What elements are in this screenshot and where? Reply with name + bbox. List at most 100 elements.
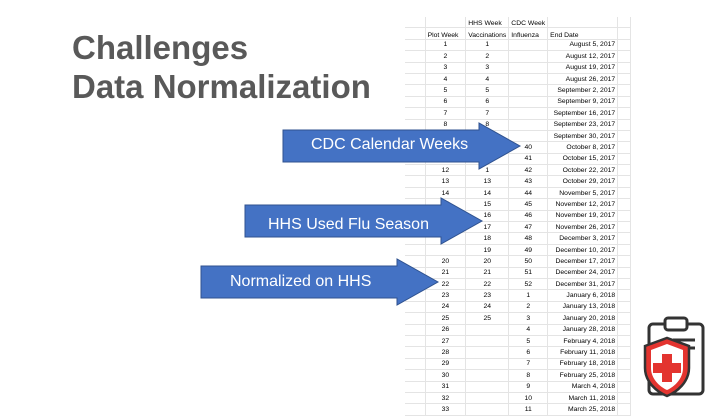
cell-end-date: January 6, 2018 xyxy=(547,289,619,302)
cell-cdc-week: 47 xyxy=(508,221,549,234)
cell-cdc-week: 2 xyxy=(508,301,549,314)
cell-end-date: November 12, 2017 xyxy=(547,198,619,211)
cell-cdc-week: 9 xyxy=(508,381,549,393)
cell-hhs-week: 16 xyxy=(465,210,510,223)
table-row: 28 6 February 11, 2018 xyxy=(405,346,631,359)
row-spacer xyxy=(617,346,631,359)
row-spacer xyxy=(405,175,426,188)
row-spacer xyxy=(617,289,631,302)
callout-arrow-normalized xyxy=(200,258,440,306)
cell-hhs-week xyxy=(465,392,510,405)
row-spacer xyxy=(617,73,631,86)
row-spacer xyxy=(405,84,426,97)
table-row: 3 3 August 19, 2017 xyxy=(405,62,631,74)
callout-label-normalized: Normalized on HHS xyxy=(230,273,372,290)
cell-plot-week: 14 xyxy=(425,187,467,200)
row-spacer xyxy=(617,119,631,131)
callout-arrow-cdc xyxy=(282,122,522,170)
row-spacer xyxy=(617,232,631,245)
table-row: 6 6 September 9, 2017 xyxy=(405,96,631,109)
row-spacer xyxy=(405,301,426,314)
cell-end-date: December 31, 2017 xyxy=(547,278,619,291)
row-spacer xyxy=(617,153,631,166)
cell-plot-week: 32 xyxy=(425,392,467,405)
cell-hhs-week: 7 xyxy=(465,107,510,120)
row-spacer xyxy=(617,187,631,200)
table-row: 25 25 3 January 20, 2018 xyxy=(405,312,631,325)
row-spacer xyxy=(405,164,426,177)
cell-end-date: September 23, 2017 xyxy=(547,119,619,131)
cell-end-date: February 18, 2018 xyxy=(547,358,619,371)
cell-hhs-week: 1 xyxy=(465,164,510,177)
table-row: 31 9 March 4, 2018 xyxy=(405,381,631,393)
cell-cdc-week: 45 xyxy=(508,198,549,211)
cell-end-date: September 16, 2017 xyxy=(547,107,619,120)
table-row: 23 23 1 January 6, 2018 xyxy=(405,289,631,302)
cell-end-date: November 19, 2017 xyxy=(547,210,619,223)
cell-cdc-week: 8 xyxy=(508,369,549,382)
cell-hhs-week: 17 xyxy=(465,221,510,234)
cell-end-date: August 19, 2017 xyxy=(547,62,619,74)
cell-cdc-week: 48 xyxy=(508,232,549,245)
cell-hhs-week: 5 xyxy=(465,84,510,97)
row-spacer xyxy=(405,358,426,371)
table-row: 19 49 December 10, 2017 xyxy=(405,244,631,257)
cell-cdc-week: 51 xyxy=(508,267,549,280)
cell-plot-week: 2 xyxy=(425,50,467,63)
table-row: 20 20 50 December 17, 2017 xyxy=(405,255,631,268)
cell-cdc-week: 46 xyxy=(508,210,549,223)
row-spacer xyxy=(405,62,426,74)
table-row: 1 1 August 5, 2017 xyxy=(405,39,631,52)
cell-cdc-week: 50 xyxy=(508,255,549,268)
row-spacer xyxy=(405,346,426,359)
cell-hhs-week: 4 xyxy=(465,73,510,86)
row-spacer xyxy=(617,324,631,336)
row-spacer xyxy=(405,312,426,325)
cell-end-date: October 8, 2017 xyxy=(547,141,619,154)
cell-hhs-week xyxy=(465,346,510,359)
cell-end-date: October 22, 2017 xyxy=(547,164,619,177)
cell-cdc-week: 10 xyxy=(508,392,549,405)
table-row: 26 4 January 28, 2018 xyxy=(405,324,631,336)
cell-end-date: October 29, 2017 xyxy=(547,175,619,188)
cell-plot-week: 21 xyxy=(425,267,467,280)
cell-hhs-week: 20 xyxy=(465,255,510,268)
row-spacer xyxy=(617,198,631,211)
cell-end-date: August 12, 2017 xyxy=(547,50,619,63)
header-end-date: End Date xyxy=(547,27,619,40)
row-spacer xyxy=(617,175,631,188)
cell-cdc-week xyxy=(508,39,549,52)
row-spacer xyxy=(617,84,631,97)
table-row: 29 7 February 18, 2018 xyxy=(405,358,631,371)
table-row: 32 10 March 11, 2018 xyxy=(405,392,631,405)
cell-cdc-week: 42 xyxy=(508,164,549,177)
header-influenza: Influenza xyxy=(508,27,549,40)
table-row: 21 21 51 December 24, 2017 xyxy=(405,267,631,280)
cell-hhs-week: 1 xyxy=(465,39,510,52)
row-spacer xyxy=(617,50,631,63)
cell-hhs-week: 3 xyxy=(465,62,510,74)
cell-plot-week: 12 xyxy=(425,164,467,177)
row-spacer xyxy=(405,96,426,109)
cell-end-date: February 11, 2018 xyxy=(547,346,619,359)
row-spacer xyxy=(617,267,631,280)
title-line-1: Challenges xyxy=(72,29,249,66)
cell-end-date: September 30, 2017 xyxy=(547,130,619,143)
cell-hhs-week: 14 xyxy=(465,187,510,200)
cell-cdc-week xyxy=(508,96,549,109)
cell-end-date: January 20, 2018 xyxy=(547,312,619,325)
row-spacer xyxy=(617,381,631,393)
cell-plot-week: 1 xyxy=(425,39,467,52)
cell-cdc-week: 49 xyxy=(508,244,549,257)
row-spacer xyxy=(405,73,426,86)
cell-end-date: December 17, 2017 xyxy=(547,255,619,268)
cell-cdc-week xyxy=(508,62,549,74)
cell-end-date: March 25, 2018 xyxy=(547,403,619,416)
row-spacer xyxy=(617,164,631,177)
cell-end-date: February 25, 2018 xyxy=(547,369,619,382)
table-row: 33 11 March 25, 2018 xyxy=(405,403,631,416)
cell-cdc-week: 5 xyxy=(508,335,549,348)
cell-cdc-week xyxy=(508,50,549,63)
cell-plot-week: 22 xyxy=(425,278,467,291)
cell-plot-week: 30 xyxy=(425,369,467,382)
